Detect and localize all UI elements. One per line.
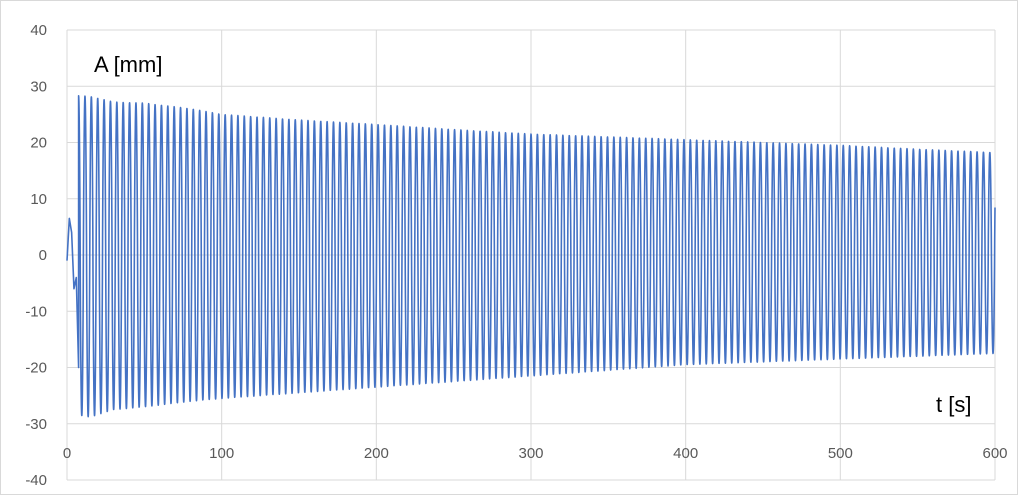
x-tick-label: 100	[209, 445, 234, 462]
y-tick-label: 0	[39, 247, 47, 264]
x-tick-label: 0	[63, 445, 71, 462]
y-tick-label: 10	[30, 191, 47, 208]
series	[66, 95, 996, 418]
series-line	[66, 95, 996, 418]
y-tick-label: 20	[30, 135, 47, 152]
x-tick-label: 600	[982, 445, 1007, 462]
y-axis-title: A [mm]	[94, 52, 162, 77]
x-tick-label: 300	[518, 445, 543, 462]
y-tick-label: 40	[30, 22, 47, 39]
x-tick-label: 200	[364, 445, 389, 462]
x-tick-label: 400	[673, 445, 698, 462]
y-tick-label: -40	[25, 472, 47, 489]
y-tick-label: -10	[25, 303, 47, 320]
y-tick-label: 30	[30, 78, 47, 95]
x-tick-label: 500	[828, 445, 853, 462]
y-tick-label: -30	[25, 416, 47, 433]
x-axis-title: t [s]	[936, 392, 971, 417]
y-tick-label: -20	[25, 360, 47, 377]
